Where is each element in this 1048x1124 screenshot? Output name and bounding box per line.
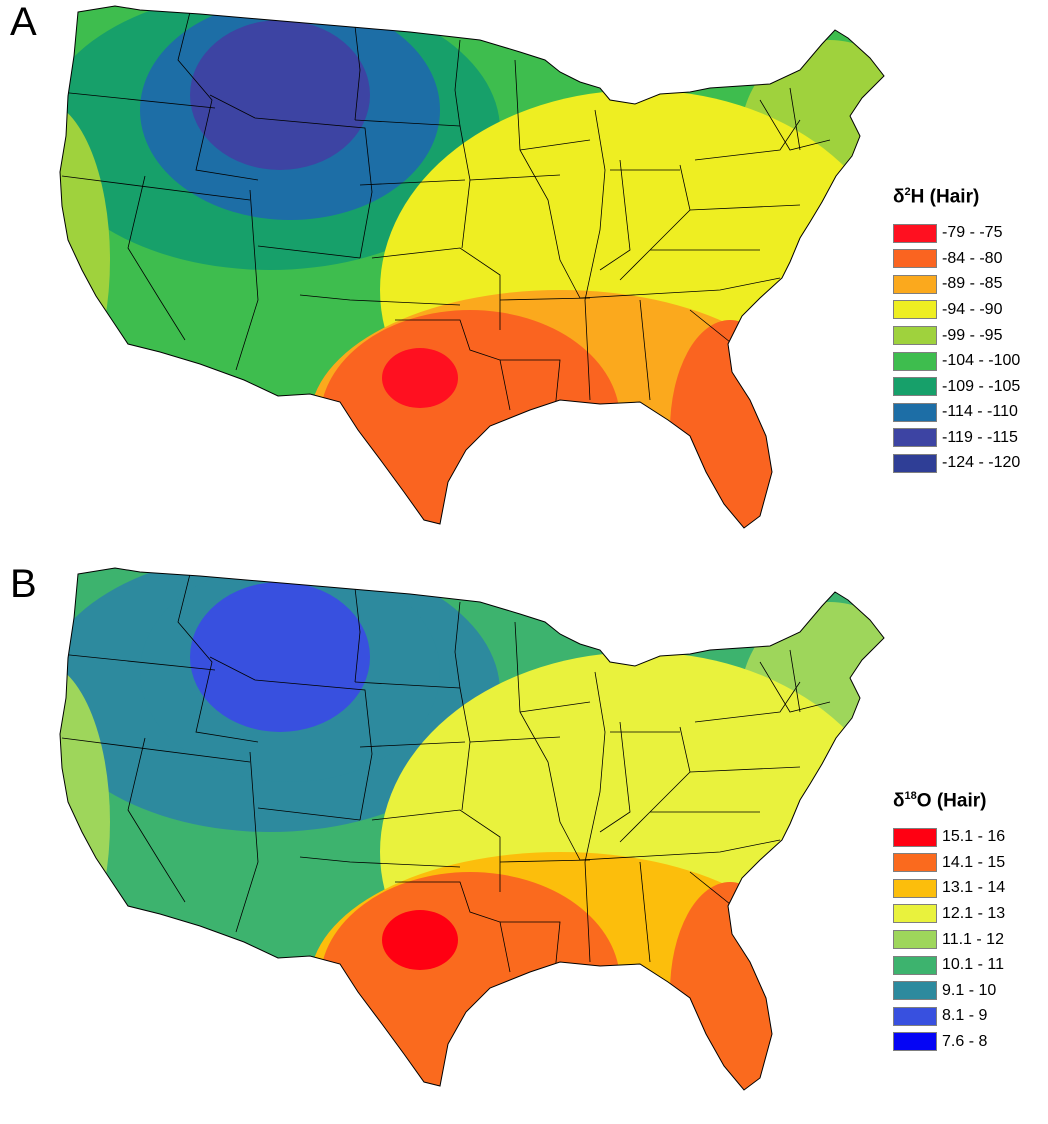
legend-item: -124 - -120 xyxy=(893,451,1020,477)
legend-label: -84 - -80 xyxy=(942,249,1003,267)
legend-label: 13.1 - 14 xyxy=(942,879,1006,897)
legend-label: -89 - -85 xyxy=(942,275,1003,293)
legend-item: -114 - -110 xyxy=(893,399,1020,425)
legend-item: -104 - -100 xyxy=(893,348,1020,374)
legend-swatch xyxy=(893,453,937,473)
legend-swatch xyxy=(893,402,937,422)
legend-label: -94 - -90 xyxy=(942,300,1003,318)
legend-swatch xyxy=(893,1006,937,1026)
legend-item: 15.1 - 16 xyxy=(893,824,1005,850)
legend-item: 14.1 - 15 xyxy=(893,850,1005,876)
legend-swatch xyxy=(893,853,937,873)
legend-swatch xyxy=(893,904,937,924)
legend-swatch xyxy=(893,930,937,949)
legend-item: 12.1 - 13 xyxy=(893,901,1005,927)
legend-label: -119 - -115 xyxy=(942,428,1018,446)
legend-item: -109 - -105 xyxy=(893,374,1020,400)
legend-item: 7.6 - 8 xyxy=(893,1029,1005,1055)
legend-swatch xyxy=(893,878,937,898)
legend-swatch xyxy=(893,827,937,847)
legend-swatch xyxy=(893,1032,937,1052)
legend-title: δ2H (Hair) xyxy=(893,186,980,208)
legend-label: 14.1 - 15 xyxy=(942,853,1006,871)
legend-item: -94 - -90 xyxy=(893,297,1020,323)
legend-item: -89 - -85 xyxy=(893,272,1020,298)
panel-a: A δ2H (Hair) -79 - -75 -84 - -80 -89 - -85… xyxy=(0,0,1048,560)
legend-item: 10.1 - 11 xyxy=(893,952,1005,978)
legend-swatch xyxy=(893,249,937,269)
legend-label: 15.1 - 16 xyxy=(942,828,1006,846)
legend-label: 11.1 - 12 xyxy=(942,930,1004,948)
legend-label: -104 - -100 xyxy=(942,352,1021,370)
legend-label: 7.6 - 8 xyxy=(942,1032,988,1050)
legend: δ18O (Hair) 15.1 - 16 14.1 - 15 13.1 - 14 1… xyxy=(893,790,1005,1055)
legend-label: -124 - -120 xyxy=(942,454,1021,472)
legend-swatch xyxy=(893,326,937,345)
legend-swatch xyxy=(893,955,937,975)
legend-item: -99 - -95 xyxy=(893,323,1020,349)
legend-label: 12.1 - 13 xyxy=(942,904,1006,922)
legend-title: δ18O (Hair) xyxy=(893,790,987,812)
hydrogen-isoscape-map xyxy=(0,0,890,560)
legend-swatch xyxy=(893,223,937,243)
legend-swatch xyxy=(893,351,937,371)
legend-item: -119 - -115 xyxy=(893,425,1020,451)
legend: δ2H (Hair) -79 - -75 -84 - -80 -89 - -85 -9… xyxy=(893,186,1020,476)
panel-label: A xyxy=(10,0,37,44)
legend-item: 13.1 - 14 xyxy=(893,876,1005,902)
legend-item: 9.1 - 10 xyxy=(893,978,1005,1004)
legend-swatch xyxy=(893,274,937,294)
legend-label: 10.1 - 11 xyxy=(942,956,1004,974)
legend-item: -79 - -75 xyxy=(893,220,1020,246)
panel-label: B xyxy=(10,562,37,606)
legend-item: 11.1 - 12 xyxy=(893,927,1005,953)
legend-swatch xyxy=(893,300,937,320)
legend-label: -109 - -105 xyxy=(942,377,1021,395)
legend-swatch xyxy=(893,377,937,397)
legend-label: 9.1 - 10 xyxy=(942,981,997,999)
panel-b: B δ18O (Hair) 15.1 - 16 14.1 - 15 13.1 - 1… xyxy=(0,562,1048,1122)
legend-item: 8.1 - 9 xyxy=(893,1003,1005,1029)
legend-label: 8.1 - 9 xyxy=(942,1007,988,1025)
legend-swatch xyxy=(893,981,937,1001)
legend-label: -99 - -95 xyxy=(942,326,1003,344)
legend-label: -79 - -75 xyxy=(942,224,1003,242)
oxygen-isoscape-map xyxy=(0,562,890,1122)
legend-label: -114 - -110 xyxy=(942,403,1018,421)
legend-swatch xyxy=(893,428,937,448)
legend-item: -84 - -80 xyxy=(893,246,1020,272)
